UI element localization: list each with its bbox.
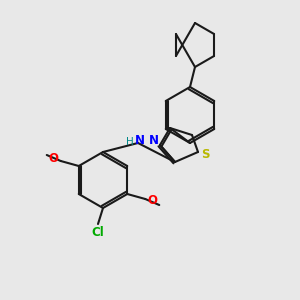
Text: Cl: Cl	[92, 226, 104, 238]
Text: N: N	[135, 134, 145, 146]
Text: N: N	[149, 134, 159, 148]
Text: O: O	[49, 152, 59, 166]
Text: S: S	[201, 148, 209, 160]
Text: O: O	[147, 194, 157, 208]
Text: H: H	[126, 137, 134, 147]
